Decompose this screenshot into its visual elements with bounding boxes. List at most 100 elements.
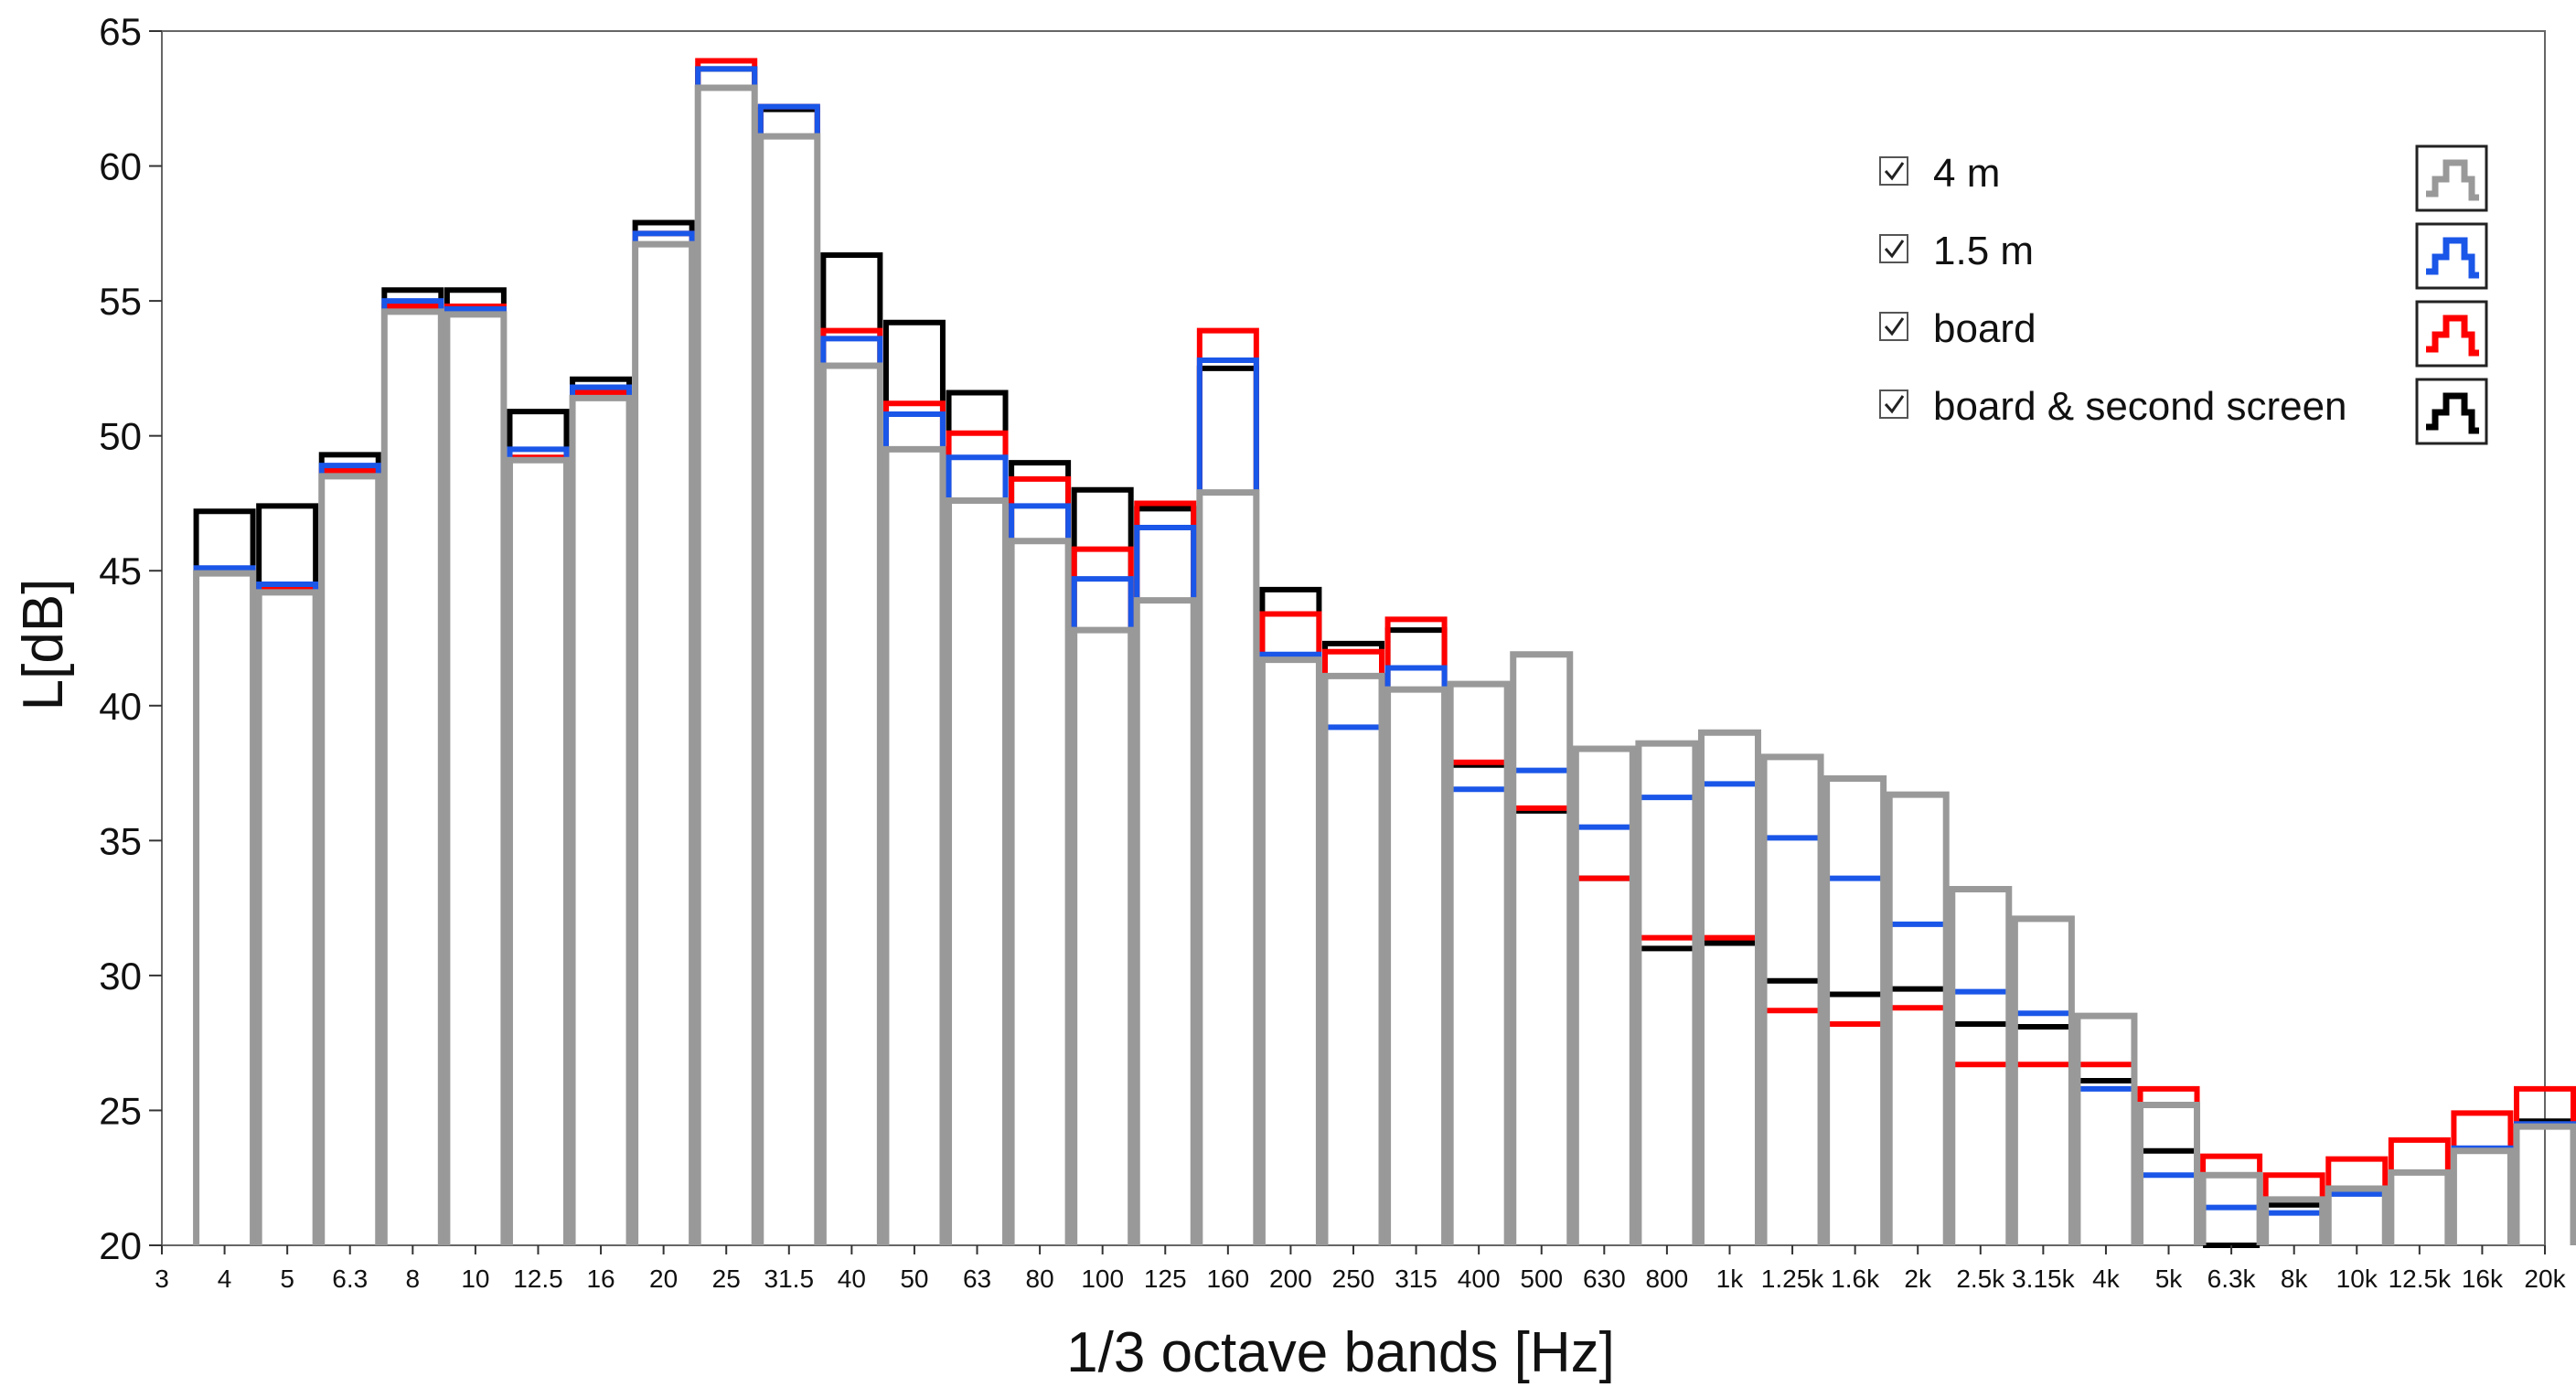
- check-mark-icon: [1884, 162, 1905, 181]
- bar: [694, 84, 758, 1245]
- bar: [2011, 915, 2075, 1245]
- bar: [2262, 1196, 2326, 1245]
- x-tick-label: 160: [1206, 1265, 1249, 1293]
- bar: [2137, 1102, 2201, 1245]
- x-tick-label: 20: [649, 1265, 678, 1293]
- bar: [1384, 686, 1448, 1245]
- x-tick-label: 10: [461, 1265, 489, 1293]
- bar: [380, 308, 444, 1245]
- bar: [757, 133, 821, 1245]
- step-line-icon: [2426, 159, 2479, 201]
- y-tick-label: 20: [99, 1224, 142, 1267]
- legend: 4 m 1.5 m board board & second screen: [1879, 144, 2488, 445]
- bar: [1760, 753, 1824, 1245]
- y-axis: 20 25 30 35 40 45 50 55 60 65: [99, 10, 162, 1267]
- bar: [819, 362, 883, 1245]
- bar: [1008, 538, 1072, 1245]
- bar: [1071, 626, 1135, 1245]
- x-tick-label: 40: [838, 1265, 866, 1293]
- x-tick-label: 400: [1458, 1265, 1501, 1293]
- bar: [569, 394, 633, 1245]
- x-tick-label: 1k: [1716, 1265, 1745, 1293]
- x-tick-label: 125: [1144, 1265, 1187, 1293]
- x-tick-label: 25: [712, 1265, 741, 1293]
- x-tick-label: 315: [1395, 1265, 1438, 1293]
- checkbox-icon[interactable]: [1879, 390, 1908, 419]
- x-tick-label: 8: [406, 1265, 421, 1293]
- x-tick-label: 2.5k: [1956, 1265, 2005, 1293]
- bar: [2074, 1012, 2138, 1245]
- bar: [193, 570, 257, 1245]
- x-tick-label: 250: [1332, 1265, 1375, 1293]
- bar: [1447, 680, 1511, 1245]
- x-tick-label: 50: [900, 1265, 928, 1293]
- x-tick-label: 6.3: [332, 1265, 368, 1293]
- bar: [2450, 1147, 2514, 1245]
- legend-item[interactable]: 4 m: [1879, 144, 2488, 212]
- y-tick-label: 25: [99, 1089, 142, 1132]
- step-line-icon: [2426, 315, 2479, 357]
- bar: [1196, 489, 1260, 1245]
- y-axis-title: L[dB]: [12, 579, 75, 711]
- bar: [1133, 597, 1197, 1245]
- bar: [1258, 656, 1322, 1245]
- x-tick-label: 2k: [1904, 1265, 1932, 1293]
- x-tick-label: 10k: [2336, 1265, 2378, 1293]
- bar: [1949, 885, 2013, 1245]
- legend-item[interactable]: board & second screen: [1879, 378, 2488, 445]
- bar: [1321, 672, 1385, 1245]
- x-tick-label: 12.5: [513, 1265, 563, 1293]
- y-tick-label: 50: [99, 415, 142, 458]
- check-mark-icon: [1884, 395, 1905, 414]
- step-line-icon: [2426, 392, 2479, 434]
- x-axis-title: 1/3 octave bands [Hz]: [1066, 1321, 1615, 1384]
- bar: [632, 240, 696, 1245]
- x-tick-label: 80: [1026, 1265, 1054, 1293]
- x-tick-label: 16: [586, 1265, 615, 1293]
- y-tick-label: 55: [99, 280, 142, 323]
- x-tick-label: 200: [1269, 1265, 1312, 1293]
- x-tick-label: 1.25k: [1761, 1265, 1824, 1293]
- bar: [318, 473, 382, 1245]
- bar: [2199, 1171, 2263, 1245]
- bar: [2388, 1169, 2452, 1245]
- legend-label: board: [1933, 306, 2036, 351]
- x-tick-label: 800: [1646, 1265, 1689, 1293]
- legend-item[interactable]: board: [1879, 300, 2488, 368]
- x-tick-label: 630: [1583, 1265, 1626, 1293]
- x-tick-label: 16k: [2462, 1265, 2504, 1293]
- bar: [255, 589, 319, 1245]
- x-tick-label: 4: [218, 1265, 232, 1293]
- x-tick-label: 20k: [2524, 1265, 2566, 1293]
- x-tick-label: 6.3k: [2207, 1265, 2257, 1293]
- bar: [1886, 791, 1950, 1245]
- x-tick-label: 1.6k: [1831, 1265, 1880, 1293]
- x-tick-label: 3.15k: [2012, 1265, 2075, 1293]
- legend-label: board & second screen: [1933, 384, 2347, 429]
- checkbox-icon[interactable]: [1879, 156, 1908, 186]
- bar: [882, 445, 946, 1245]
- bar: [444, 311, 508, 1245]
- x-tick-label: 31.5: [764, 1265, 815, 1293]
- y-tick-label: 30: [99, 955, 142, 998]
- x-tick-label: 63: [963, 1265, 991, 1293]
- legend-label: 4 m: [1933, 151, 2000, 196]
- step-line-icon: [2426, 237, 2479, 279]
- checkbox-icon[interactable]: [1879, 312, 1908, 341]
- x-tick-label: 5k: [2155, 1265, 2184, 1293]
- y-tick-label: 35: [99, 819, 142, 862]
- x-tick-label: 8k: [2281, 1265, 2309, 1293]
- bar: [2325, 1185, 2389, 1245]
- bar: [1572, 745, 1636, 1245]
- x-tick-label: 500: [1520, 1265, 1563, 1293]
- bar: [1510, 651, 1574, 1245]
- x-tick-label: 5: [280, 1265, 294, 1293]
- legend-item[interactable]: 1.5 m: [1879, 222, 2488, 290]
- checkbox-icon[interactable]: [1879, 234, 1908, 263]
- x-tick-label: 12.5k: [2389, 1265, 2452, 1293]
- x-tick-label: 4k: [2092, 1265, 2121, 1293]
- plot-frame: [161, 30, 2546, 1246]
- y-tick-label: 65: [99, 10, 142, 53]
- bar: [506, 456, 570, 1245]
